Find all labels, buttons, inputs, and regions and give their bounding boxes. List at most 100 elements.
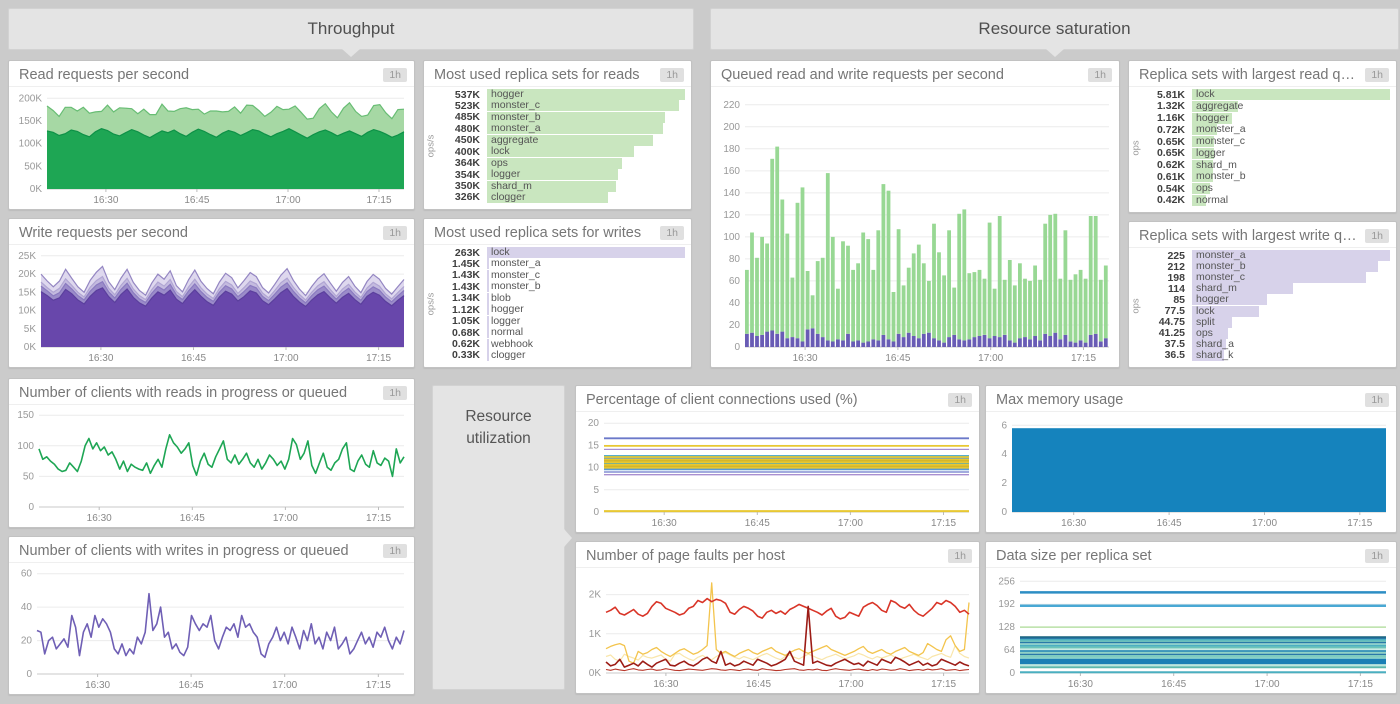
hbar-row[interactable]: 523K monster_c <box>436 99 685 112</box>
bar-fill <box>1192 261 1379 273</box>
hbar-row[interactable]: 41.25 ops <box>1141 327 1390 339</box>
bar-fill <box>1192 250 1390 261</box>
timeframe-badge[interactable]: 1h <box>660 226 684 240</box>
bar-label: blob <box>491 291 511 304</box>
hbar-row[interactable]: 36.5 shard_k <box>1141 349 1390 362</box>
hbar-row[interactable]: 364K ops <box>436 157 685 169</box>
hbar-row[interactable]: 0.61K monster_b <box>1141 170 1390 183</box>
read-requests-chart[interactable]: 0K 50K 100K 150K 200K 16:30 16:45 17:00 17:15 <box>9 88 412 207</box>
svg-text:20: 20 <box>21 636 33 647</box>
bar-value: 400K <box>454 145 480 158</box>
svg-text:0: 0 <box>26 669 32 680</box>
timeframe-badge[interactable]: 1h <box>660 68 684 82</box>
timeframe-badge[interactable]: 1h <box>1365 549 1389 563</box>
timeframe-badge[interactable]: 1h <box>1365 68 1389 82</box>
bar-label: ops <box>1196 182 1213 195</box>
hbar-row[interactable]: 198 monster_c <box>1141 271 1390 284</box>
svg-text:6: 6 <box>1001 420 1007 431</box>
hbar-row[interactable]: 85 hogger <box>1141 293 1390 306</box>
hbar-row[interactable]: 0.68K normal <box>436 326 685 339</box>
hbar-row[interactable]: 480K monster_a <box>436 122 685 135</box>
svg-text:60: 60 <box>21 569 33 580</box>
hbar-row[interactable]: 77.5 lock <box>1141 305 1390 317</box>
queued-requests-chart[interactable]: 0 20 40 60 80 100 120 140 160 180 200 220 16:30 16:45… <box>711 88 1117 365</box>
hbar-row[interactable]: 44.75 split <box>1141 316 1390 328</box>
write-queues-bar-list[interactable]: 225 monster_a 212 monster_b 198 monster_c 114 s… <box>1141 249 1390 362</box>
hbar-row[interactable]: 400K lock <box>436 145 685 158</box>
bar-fill <box>487 169 618 181</box>
clients-reads-chart[interactable]: 0 50 100 150 16:30 16:45 17:00 17:15 <box>9 406 412 525</box>
reads-replica-bar-list[interactable]: 537K hogger 523K monster_c 485K monster_b 480K… <box>436 88 685 203</box>
hbar-row[interactable]: 1.45K monster_a <box>436 257 685 270</box>
hbar-row[interactable]: 1.12K hogger <box>436 303 685 316</box>
bar-fill <box>1192 338 1226 350</box>
timeframe-badge[interactable]: 1h <box>383 68 407 82</box>
bar-fill <box>1192 112 1232 124</box>
timeframe-badge[interactable]: 1h <box>383 544 407 558</box>
hbar-row[interactable]: 485K monster_b <box>436 110 685 124</box>
bar-value: 485K <box>454 111 480 124</box>
bar-label: aggregate <box>1196 99 1244 112</box>
hbar-row[interactable]: 0.54K ops <box>1141 182 1390 195</box>
max-memory-chart[interactable]: 0 2 4 6 16:30 16:45 17:00 17:15 <box>986 413 1394 530</box>
timeframe-badge[interactable]: 1h <box>383 226 407 240</box>
clients-writes-chart[interactable]: 0 20 40 60 16:30 16:45 17:00 17:15 <box>9 564 412 692</box>
hbar-row[interactable]: 1.05K logger <box>436 315 685 328</box>
hbar-row[interactable]: 0.33K clogger <box>436 349 685 362</box>
panel-data-size: Data size per replica set 1h 0 64 128 192 256… <box>985 541 1397 694</box>
svg-text:16:30: 16:30 <box>793 353 818 364</box>
hbar-row[interactable]: 0.72K monster_a <box>1141 123 1390 136</box>
svg-text:0: 0 <box>1009 668 1015 679</box>
bar-fill <box>1192 100 1238 112</box>
bar-label: monster_c <box>491 268 541 281</box>
hbar-row[interactable]: 37.5 shard_a <box>1141 338 1390 351</box>
page-faults-chart[interactable]: 0K 1K 2K 16:30 16:45 17:00 17:15 <box>576 569 977 691</box>
bar-fill <box>487 180 616 192</box>
writes-replica-bar-list[interactable]: 263K lock 1.45K monster_a 1.43K monster_c 1.43… <box>436 246 685 362</box>
bar-label: monster_a <box>1196 249 1246 261</box>
timeframe-badge[interactable]: 1h <box>948 393 972 407</box>
bar-value: 1.16K <box>1156 112 1185 125</box>
hbar-row[interactable]: 0.65K monster_c <box>1141 135 1390 148</box>
hbar-row[interactable]: 0.42K normal <box>1141 194 1390 207</box>
hbar-row[interactable]: 1.43K monster_c <box>436 268 685 282</box>
hbar-row[interactable]: 450K aggregate <box>436 134 685 146</box>
bar-label: monster_b <box>491 110 541 123</box>
hbar-row[interactable]: 354K logger <box>436 168 685 181</box>
svg-text:160: 160 <box>723 166 740 177</box>
svg-text:0: 0 <box>28 502 34 513</box>
hbar-row[interactable]: 225 monster_a <box>1141 249 1390 262</box>
svg-text:0K: 0K <box>589 668 602 679</box>
hbar-row[interactable]: 1.32K aggregate <box>1141 99 1390 113</box>
data-size-chart[interactable]: 0 64 128 192 256 16:30 16:45 17:00 17:15 <box>986 569 1394 691</box>
timeframe-badge[interactable]: 1h <box>1088 68 1112 82</box>
svg-text:16:30: 16:30 <box>1061 518 1086 529</box>
hbar-row[interactable]: 1.43K monster_b <box>436 280 685 293</box>
hbar-row[interactable]: 0.62K webhook <box>436 338 685 351</box>
svg-text:17:00: 17:00 <box>838 679 863 690</box>
svg-text:200: 200 <box>723 122 740 133</box>
bar-value: 0.62K <box>451 338 480 350</box>
bar-label: clogger <box>491 190 526 203</box>
hbar-row[interactable]: 326K clogger <box>436 190 685 203</box>
timeframe-badge[interactable]: 1h <box>1365 229 1389 243</box>
hbar-row[interactable]: 1.34K blob <box>436 291 685 305</box>
timeframe-badge[interactable]: 1h <box>948 549 972 563</box>
hbar-row[interactable]: 0.65K logger <box>1141 147 1390 160</box>
hbar-row[interactable]: 350K shard_m <box>436 180 685 192</box>
hbar-row[interactable]: 5.81K lock <box>1141 88 1390 101</box>
timeframe-badge[interactable]: 1h <box>1365 393 1389 407</box>
panel-most-used-replica-sets-reads: Most used replica sets for reads 1h ops/s… <box>423 60 692 210</box>
write-requests-chart[interactable]: 0K 5K 10K 15K 20K 25K 16:30 16:45 17:00 17:15 <box>9 246 412 365</box>
hbar-row[interactable]: 114 shard_m <box>1141 282 1390 295</box>
hbar-row[interactable]: 212 monster_b <box>1141 260 1390 273</box>
hbar-row[interactable]: 537K hogger <box>436 88 685 101</box>
bar-label: hogger <box>491 88 524 100</box>
read-queues-bar-list[interactable]: 5.81K lock 1.32K aggregate 1.16K hogger 0.72K m… <box>1141 88 1390 207</box>
hbar-row[interactable]: 1.16K hogger <box>1141 112 1390 125</box>
hbar-row[interactable]: 263K lock <box>436 246 685 259</box>
hbar-row[interactable]: 0.62K shard_m <box>1141 159 1390 172</box>
connections-chart[interactable]: 0 5 10 15 20 16:30 16:45 17:00 17:15 <box>576 413 977 530</box>
timeframe-badge[interactable]: 1h <box>383 386 407 400</box>
bar-value: 1.43K <box>451 269 480 282</box>
